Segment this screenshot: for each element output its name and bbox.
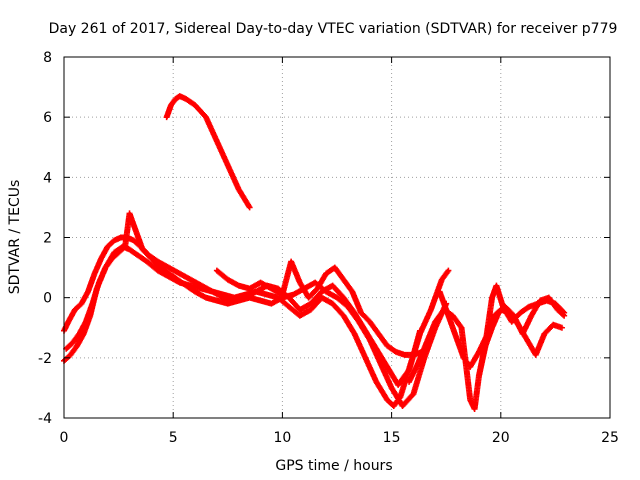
data-point-marker [560, 308, 567, 315]
series [213, 258, 426, 358]
data-point-marker [445, 267, 452, 274]
data-points [61, 93, 568, 412]
y-axis-label: SDTVAR / TECUs [7, 180, 23, 295]
data-point-marker [558, 324, 565, 331]
axis-ticks: 0 5 10 15 20 25 -4 -2 0 2 4 6 8 [38, 50, 619, 446]
y-tick-label: 0 [43, 291, 52, 307]
x-tick-label: 5 [169, 430, 178, 446]
x-tick-label: 20 [492, 430, 510, 446]
x-axis-label: GPS time / hours [275, 458, 392, 474]
series [63, 210, 450, 409]
series [436, 288, 565, 370]
chart-title: Day 261 of 2017, Sidereal Day-to-day VTE… [49, 21, 618, 37]
x-tick-label: 10 [273, 430, 291, 446]
x-tick-label: 15 [383, 430, 401, 446]
y-tick-label: -2 [38, 351, 52, 367]
series [475, 282, 568, 379]
y-tick-label: 8 [43, 50, 52, 66]
x-tick-label: 0 [60, 430, 69, 446]
y-tick-label: 4 [43, 170, 52, 186]
data-point-marker [561, 309, 568, 316]
y-tick-label: -4 [38, 411, 52, 427]
grid [64, 57, 610, 418]
data-point-marker [246, 204, 253, 211]
y-tick-label: 6 [43, 110, 52, 126]
series [61, 243, 423, 409]
x-tick-label: 25 [601, 430, 619, 446]
series [61, 234, 452, 388]
y-tick-label: 2 [43, 231, 52, 247]
series [163, 93, 253, 211]
